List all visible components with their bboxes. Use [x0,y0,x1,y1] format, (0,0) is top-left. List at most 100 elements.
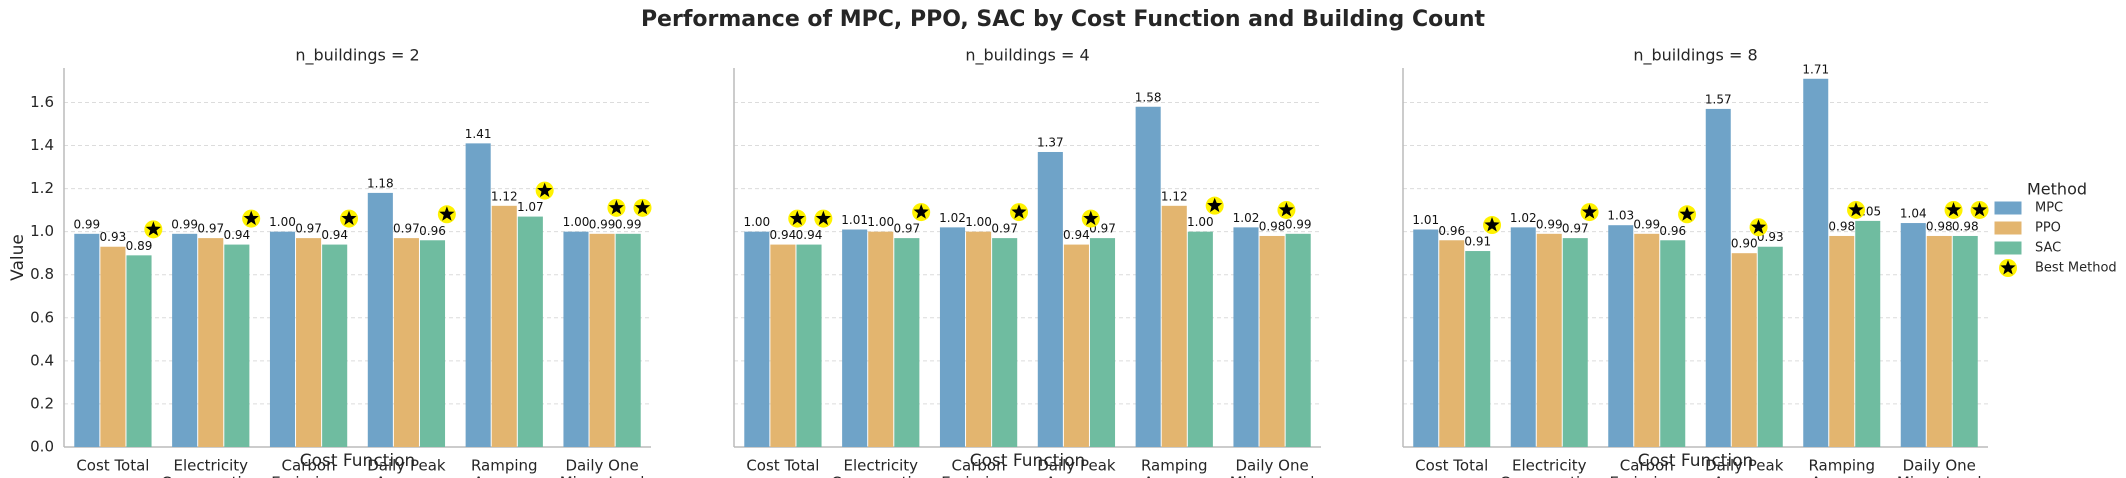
bar [296,238,322,447]
x-tick-label: Cost Total [76,457,149,475]
best-star [1011,204,1027,219]
value-label: 0.97 [1562,222,1589,236]
bar [1952,235,1978,447]
bar [1285,233,1311,447]
value-label: 0.93 [100,230,127,244]
bar [1063,244,1089,447]
y-tick-label: 0.6 [30,308,54,326]
bar [1037,151,1063,447]
value-label: 0.99 [1536,217,1563,231]
best-star [1484,217,1500,232]
x-tick-label: Emissions [941,474,1016,478]
subplot-title: n_buildings = 8 [1633,46,1757,66]
bar [966,231,992,447]
best-star [1278,202,1294,217]
value-label: 0.94 [796,228,823,242]
bar [1233,227,1259,447]
bar [770,244,796,447]
bar [491,205,517,447]
best-star [1207,197,1223,213]
x-tick-label: Carbon [1620,457,1674,475]
value-label: 0.97 [893,222,920,236]
bar [1705,108,1731,448]
x-axis-label: Cost Function [300,451,416,471]
x-tick-label: Daily One [1903,457,1976,475]
value-label: 0.97 [295,222,322,236]
value-label: 1.00 [563,215,590,229]
value-label: 1.04 [1900,207,1927,221]
bar [1187,231,1213,447]
best-star [1971,202,1988,217]
value-label: 0.94 [321,228,348,242]
value-label: 1.58 [1135,90,1162,104]
x-axis-label: Cost Function [1638,451,1754,471]
x-tick-label: Average [376,474,438,478]
bar [269,231,296,447]
x-tick-label: Consumption [831,474,930,478]
value-label: 1.37 [1037,135,1064,149]
value-label: 0.99 [589,217,616,231]
best-star [913,204,929,219]
value-label: 1.41 [465,127,492,141]
x-tick-label: Emissions [1609,474,1684,478]
bar [1900,223,1926,447]
value-label: 1.03 [1607,209,1634,223]
best-star [341,210,357,226]
value-label: 1.02 [939,211,966,225]
bar [465,143,491,447]
bar [894,238,920,447]
value-label: 1.57 [1705,92,1732,106]
x-tick-label: Average [1046,474,1108,478]
x-tick-label: Daily One [1235,457,1308,475]
value-label: 0.99 [73,217,100,231]
bar [1660,240,1686,447]
x-tick-label: Cost Total [1415,457,1488,475]
value-label: 0.99 [1285,217,1312,231]
value-label: 0.99 [171,217,198,231]
bar [126,255,152,447]
value-label: 0.89 [126,239,153,253]
bar [1829,235,1855,447]
value-label: 0.96 [1659,224,1686,238]
bar [517,216,543,447]
value-label: 1.71 [1802,62,1829,76]
x-tick-label: Ramping [471,457,538,475]
bar [1259,235,1285,447]
best-star [1750,219,1767,234]
x-tick-label: Daily One [565,457,638,475]
best-star [1848,202,1864,217]
best-star [537,182,553,198]
bar [1510,227,1536,447]
x-tick-label: Electricity [843,457,918,475]
bar [563,231,589,447]
x-tick-label: Cost Total [746,457,819,475]
y-tick-label: 0.4 [30,351,54,369]
x-tick-label: Ramping [1141,457,1208,475]
best-star [608,199,624,215]
value-label: 0.97 [393,222,420,236]
best-star [1679,206,1695,221]
bar [1465,251,1491,447]
value-label: 1.07 [517,200,544,214]
value-label: 0.94 [770,228,797,242]
x-tick-label: Emissions [271,474,346,478]
bar [1413,229,1439,447]
y-tick-label: 0.0 [30,438,54,456]
x-tick-label: Daily Peak [1037,457,1116,475]
value-label: 1.00 [867,215,894,229]
y-tick-label: 1.4 [30,136,54,154]
value-label: 1.18 [367,176,394,190]
value-label: 0.99 [1633,217,1660,231]
subplot-title: n_buildings = 2 [295,46,419,66]
bar [992,238,1018,447]
bar [367,192,393,447]
bar [615,233,641,447]
bar [322,244,348,447]
bar [1608,225,1634,447]
bar [198,238,224,447]
y-tick-label: 0.8 [30,265,54,283]
x-tick-label: Minus Load [560,474,645,478]
value-label: 0.96 [1438,224,1465,238]
bar [1757,246,1783,447]
